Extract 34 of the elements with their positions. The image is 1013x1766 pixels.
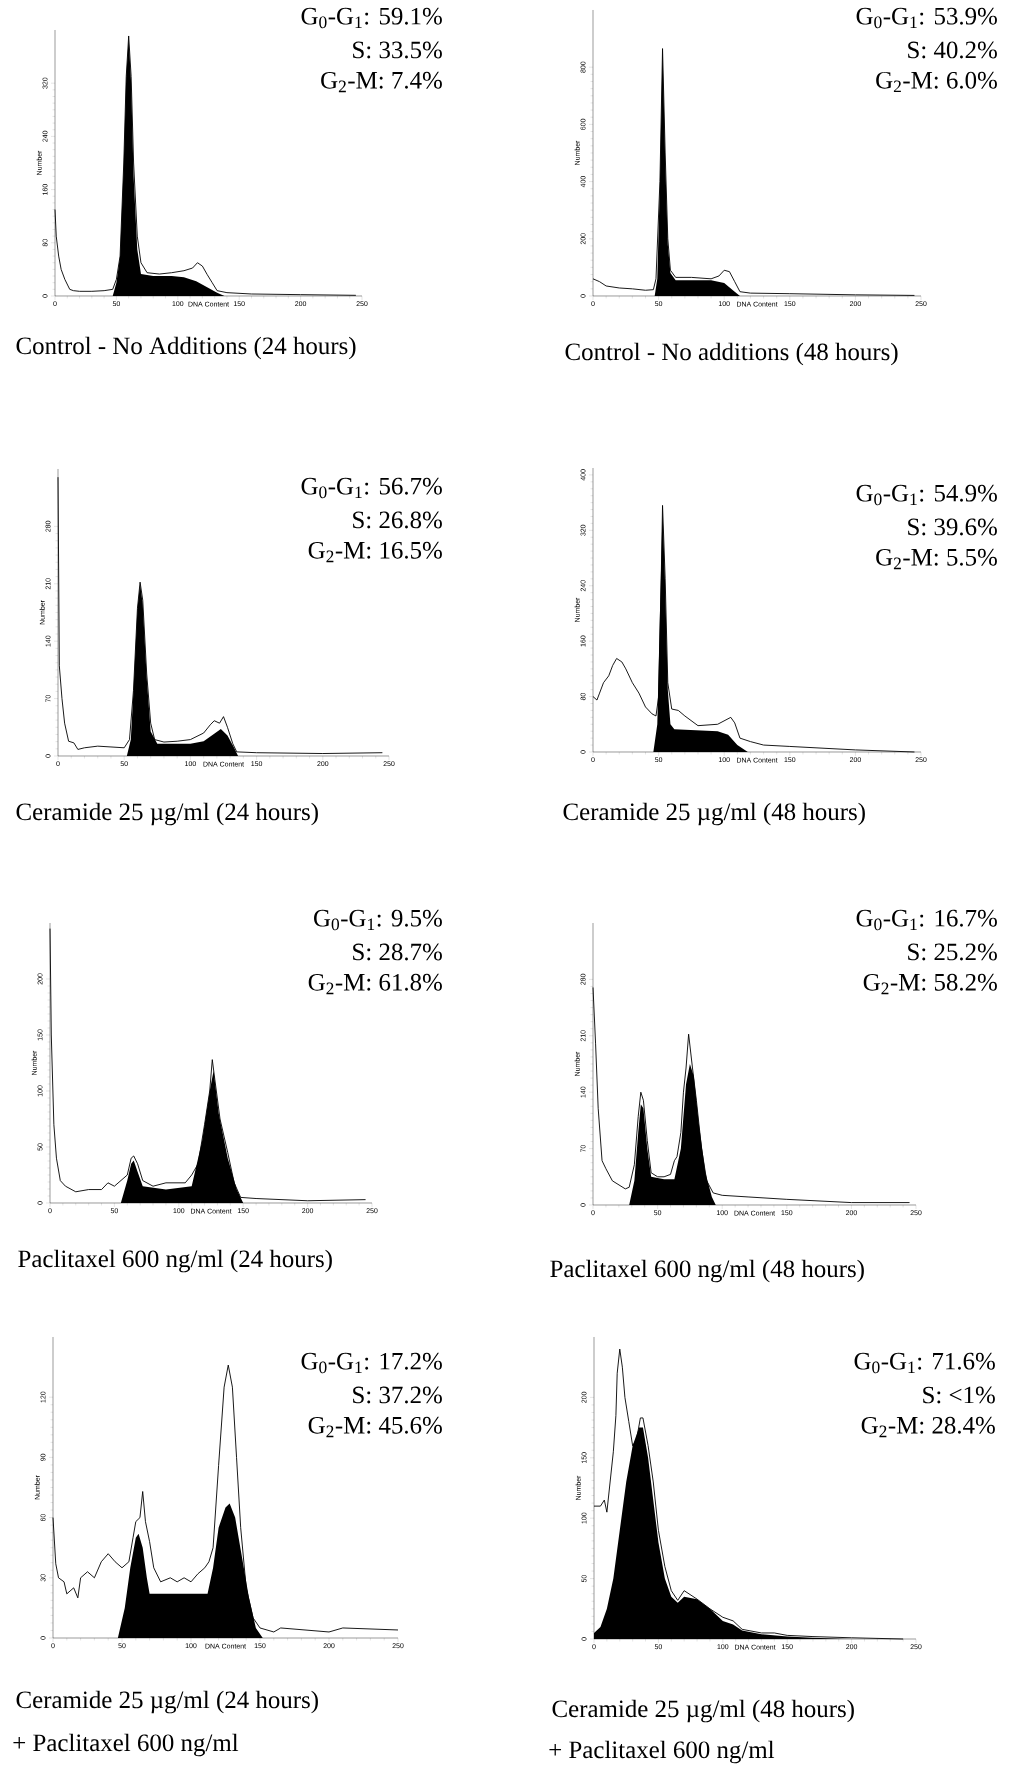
annotation: G$_{0}$-G$_{1}$: 17.2%	[301, 1352, 442, 1374]
text: Ceramide 25 µg/ml (24 hours)	[16, 802, 318, 826]
annotation: S: 26.8%	[353, 511, 442, 529]
text: + Paclitaxel 600 ng/ml	[13, 1733, 239, 1757]
annotation: G$_{2}$-M: 58.2%	[863, 973, 997, 995]
annotation: G$_{0}$-G$_{1}$: 54.9%	[856, 484, 997, 506]
annotation: G$_{2}$-M: 61.8%	[308, 973, 442, 995]
text: Paclitaxel 600 ng/ml (24 hours)	[18, 1249, 332, 1273]
annotation: S: 39.6%	[908, 518, 997, 536]
annotation: S: 33.5%	[353, 41, 442, 59]
annotation: S: 28.7%	[353, 943, 442, 961]
annotation: G$_{2}$-M: 16.5%	[308, 541, 442, 563]
annotation: S: 40.2%	[908, 41, 997, 59]
text: Ceramide 25 µg/ml (48 hours)	[563, 802, 865, 826]
text: G$_{0}$-G$_{1}$: 59.1%	[301, 7, 442, 29]
annotation: G$_{2}$-M: 45.6%	[308, 1416, 442, 1438]
annotation: G$_{2}$-M: 28.4%	[861, 1416, 995, 1438]
annotation: G$_{0}$-G$_{1}$: 71.6%	[854, 1352, 995, 1374]
annotation: G$_{2}$-M: 5.5%	[876, 548, 997, 570]
annotation: G$_{0}$-G$_{1}$: 9.5%	[314, 909, 442, 931]
text: + Paclitaxel 600 ng/ml	[549, 1740, 775, 1764]
annotation: G$_{2}$-M: 7.4%	[321, 71, 442, 93]
annotation: G$_{0}$-G$_{1}$: 53.9%	[856, 7, 997, 29]
text: Control - No additions (48 hours)	[565, 342, 898, 366]
text: Ceramide 25 µg/ml (24 hours)	[16, 1690, 318, 1714]
annotation: G$_{2}$-M: 6.0%	[876, 71, 997, 93]
annotation: S: 37.2%	[353, 1386, 442, 1404]
annotation: S: 25.2%	[908, 943, 997, 961]
annotation: G$_{0}$-G$_{1}$: 16.7%	[856, 909, 997, 931]
annotation: G$_{0}$-G$_{1}$: 56.7%	[301, 477, 442, 499]
text: Control - No Additions (24 hours)	[16, 336, 356, 360]
text: Ceramide 25 µg/ml (48 hours)	[552, 1699, 854, 1723]
text: S: <1%	[923, 1386, 995, 1404]
text: Paclitaxel 600 ng/ml (48 hours)	[550, 1259, 864, 1283]
